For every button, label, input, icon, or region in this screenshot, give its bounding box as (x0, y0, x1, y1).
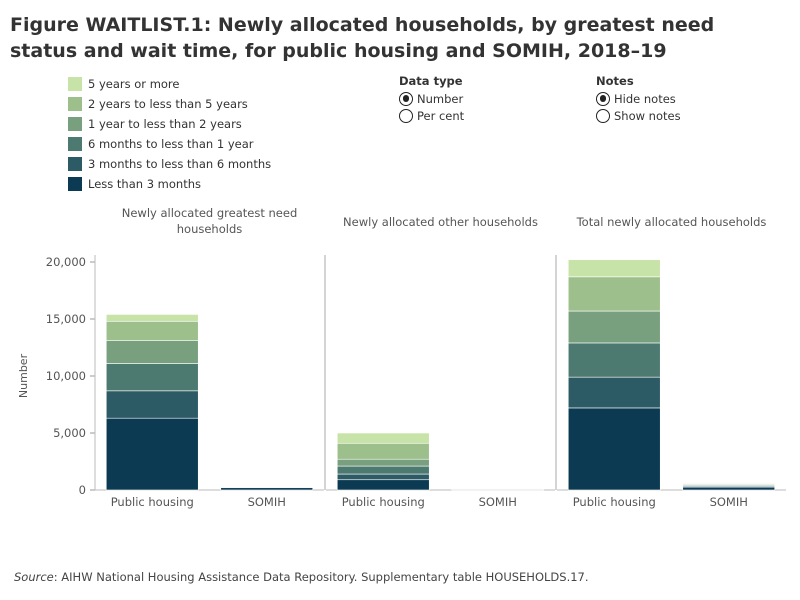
legend-swatch (68, 77, 82, 91)
legend-label: 2 years to less than 5 years (88, 97, 248, 111)
y-tick-label: 15,000 (46, 312, 86, 326)
legend-label: 5 years or more (88, 77, 180, 91)
x-category-label: SOMIH (248, 495, 286, 509)
bar-segment (105, 417, 199, 491)
legend-label: 1 year to less than 2 years (88, 117, 242, 131)
data-type-number-option[interactable]: Number (399, 90, 464, 107)
legend-swatch (68, 117, 82, 131)
data-type-label: Data type (399, 74, 463, 88)
legend-item: 2 years to less than 5 years (68, 94, 271, 114)
bar-segment (220, 486, 314, 489)
bar-segment (336, 465, 430, 475)
radio-button-icon[interactable] (596, 108, 610, 123)
bar-segment (336, 479, 430, 491)
legend-swatch (68, 177, 82, 191)
source-label: Source (14, 570, 54, 584)
radio-button-icon[interactable] (596, 91, 610, 106)
bar-segment (682, 482, 776, 484)
legend-item: 6 months to less than 1 year (68, 134, 271, 154)
y-tick-label: 0 (79, 483, 86, 497)
bar-segment (567, 259, 661, 278)
bar-segment (451, 489, 545, 491)
x-category-label: Public housing (573, 495, 656, 509)
bar-segment (220, 487, 314, 491)
legend-swatch (68, 97, 82, 111)
data-type-control: Data type Number Per cent (399, 74, 464, 124)
bar-segment (220, 486, 314, 488)
bar-segment (682, 483, 776, 485)
chart-title: Figure WAITLIST.1: Newly allocated house… (10, 14, 715, 62)
legend-label: 6 months to less than 1 year (88, 137, 254, 151)
legend-item: 1 year to less than 2 years (68, 114, 271, 134)
bar-segment (105, 320, 199, 341)
x-category-label: Public housing (111, 495, 194, 509)
y-tick-label: 5,000 (53, 426, 86, 440)
data-type-percent-label: Per cent (417, 108, 465, 123)
y-tick-label: 20,000 (46, 255, 86, 269)
panel-title: households (177, 222, 243, 236)
legend-swatch (68, 157, 82, 171)
bar-segment (567, 407, 661, 491)
source-text: : AIHW National Housing Assistance Data … (53, 570, 589, 584)
bar-segment (682, 483, 776, 486)
legend-item: 3 months to less than 6 months (68, 154, 271, 174)
bar-segment (336, 473, 430, 481)
bar-segment (567, 310, 661, 344)
bar-segment (682, 484, 776, 487)
bar-segment (567, 376, 661, 409)
legend-item: Less than 3 months (68, 174, 271, 194)
x-category-label: SOMIH (479, 495, 517, 509)
bar-segment (567, 276, 661, 312)
panel-title: Newly allocated other households (343, 215, 538, 229)
legend-label: 3 months to less than 6 months (88, 157, 272, 171)
x-category-label: Public housing (342, 495, 425, 509)
notes-show-label: Show notes (614, 108, 681, 123)
data-type-number-label: Number (417, 91, 464, 106)
legend-label: Less than 3 months (88, 177, 201, 191)
bar-segment (682, 485, 776, 488)
data-type-percent-option[interactable]: Per cent (399, 107, 464, 124)
notes-hide-option[interactable]: Hide notes (596, 90, 681, 107)
bar-segment (105, 363, 199, 392)
bar-segment (336, 432, 430, 444)
source-note: Source: AIHW National Housing Assistance… (14, 570, 589, 584)
y-tick-label: 10,000 (46, 369, 86, 383)
legend-swatch (68, 137, 82, 151)
radio-button-icon[interactable] (399, 91, 413, 106)
bar-segment (682, 486, 776, 491)
panel-title: Total newly allocated households (576, 215, 767, 229)
notes-hide-label: Hide notes (614, 91, 676, 106)
bar-segment (336, 458, 430, 467)
bar-segment (336, 442, 430, 460)
radio-button-icon[interactable] (399, 108, 413, 123)
notes-label: Notes (596, 74, 634, 88)
bar-segment (105, 340, 199, 364)
legend: 5 years or more 2 years to less than 5 ye… (68, 74, 271, 194)
notes-show-option[interactable]: Show notes (596, 107, 681, 124)
bar-segment (105, 314, 199, 322)
panel-title: Newly allocated greatest need (122, 206, 298, 220)
bar-segment (105, 390, 199, 419)
x-category-label: SOMIH (710, 495, 748, 509)
legend-item: 5 years or more (68, 74, 271, 94)
notes-control: Notes Hide notes Show notes (596, 74, 681, 124)
bar-segment (567, 342, 661, 378)
y-axis-label: Number (17, 353, 30, 398)
